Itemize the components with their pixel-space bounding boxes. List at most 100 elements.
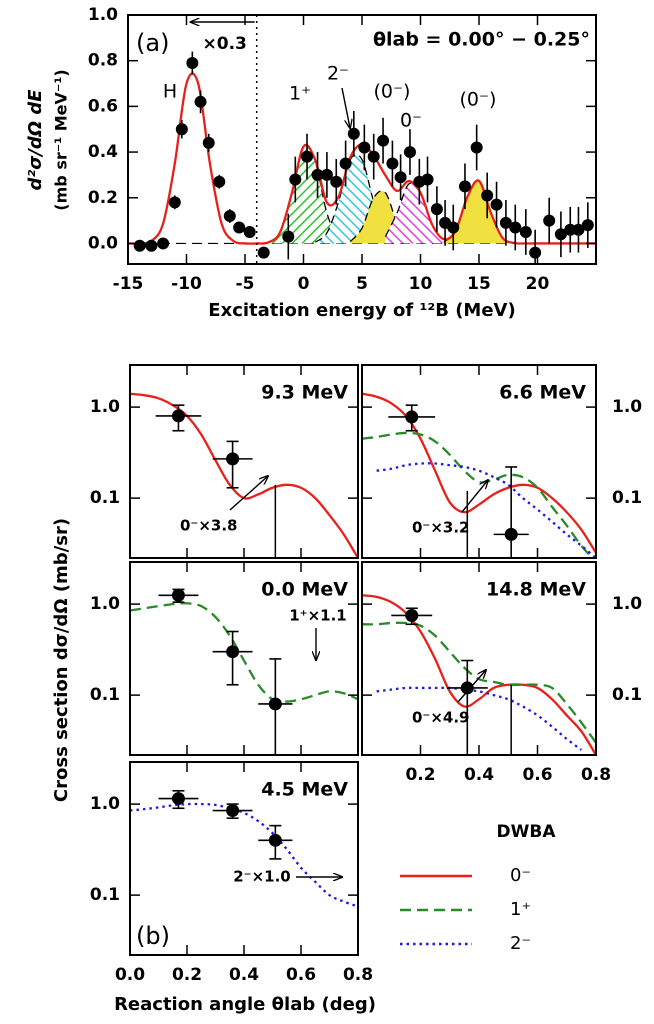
data-point [226, 804, 240, 818]
data-point [186, 56, 199, 69]
y-tick-label: 0.1 [90, 885, 120, 905]
frame [129, 561, 359, 756]
plot-area [362, 392, 596, 558]
x-tick-label: -10 [171, 274, 202, 294]
data-point [226, 645, 240, 659]
x-tick-label: -15 [113, 274, 144, 294]
curve [130, 602, 358, 703]
component-curve [384, 182, 456, 244]
data-point [133, 239, 146, 252]
x-tick-label: 0.8 [581, 765, 611, 785]
data-point [403, 146, 416, 159]
curve [362, 392, 596, 554]
peak-label: (0⁻) [460, 89, 497, 111]
data-point [226, 452, 240, 466]
data-point [490, 198, 503, 211]
curve [362, 431, 595, 558]
y-tick-label: 0.6 [88, 96, 118, 116]
data-point [358, 141, 371, 154]
data-point [233, 221, 246, 234]
panel-energy: 6.6 MeV [499, 382, 586, 404]
x-tick-label: 0.0 [115, 965, 145, 985]
data-point [347, 127, 360, 140]
y-tick-label: 1.0 [612, 594, 642, 614]
x-tick-label: -5 [236, 274, 255, 294]
chart-title: θlab = 0.00° − 0.25° [373, 29, 590, 51]
data-point [268, 697, 282, 711]
frame [129, 761, 359, 956]
x-tick-label: 0.2 [405, 765, 435, 785]
data-point [554, 228, 567, 241]
x-tick-label: 0.4 [464, 765, 494, 785]
data-point [213, 175, 226, 188]
x-axis-label: Excitation energy of ¹²B (MeV) [208, 300, 515, 321]
x-tick-label: 0.8 [343, 965, 373, 985]
peak-label: 1⁺ [289, 83, 311, 105]
y-tick-label: 0.2 [88, 188, 118, 208]
data-point [572, 223, 585, 236]
x-tick-label: 10 [409, 274, 433, 294]
legend-label: 0⁻ [510, 865, 531, 886]
curve [362, 594, 596, 755]
y-tick-label: 0.1 [612, 685, 642, 705]
data-point [470, 141, 483, 154]
y-tick-label: 0.1 [90, 488, 120, 508]
arrow [457, 670, 486, 703]
y-tick-label: 0.1 [612, 488, 642, 508]
data-point [320, 168, 333, 181]
y-tick-label: 0.8 [88, 51, 118, 71]
x-axis-label: Reaction angle θlab (deg) [114, 994, 376, 1015]
data-point [519, 226, 532, 239]
plot-area [130, 789, 358, 908]
y-tick-label: 0.4 [88, 142, 118, 162]
y-tick-label: 1.0 [90, 397, 120, 417]
data-point [202, 136, 215, 149]
data-point [168, 196, 181, 209]
data-point [421, 173, 434, 186]
arrow [461, 480, 488, 513]
peak-label: H [163, 81, 177, 103]
y-axis-label: (mb sr⁻¹ MeV⁻¹) [52, 69, 71, 210]
x-tick-label: 0.6 [286, 965, 316, 985]
data-point [529, 246, 542, 259]
x-tick-label: 0 [298, 274, 310, 294]
plot-area [362, 594, 596, 755]
x-tick-label: 0.2 [172, 965, 202, 985]
data-point [289, 173, 302, 186]
scale-annotation: 1⁺×1.1 [289, 607, 347, 625]
data-point [339, 157, 352, 170]
y-tick-label: 1.0 [612, 397, 642, 417]
arrow [229, 476, 268, 511]
peak-label: (0⁻) [374, 81, 411, 103]
data-point [430, 203, 443, 216]
y-tick-label: 1.0 [88, 5, 118, 25]
data-point [157, 237, 170, 250]
data-point [509, 221, 522, 234]
scale-annotation: 2⁻×1.0 [233, 868, 291, 886]
curve [130, 802, 358, 908]
panel-energy: 0.0 MeV [261, 579, 348, 601]
y-tick-label: 1.0 [90, 794, 120, 814]
y-tick-label: 0.1 [90, 685, 120, 705]
scale-note: ×0.3 [203, 34, 247, 54]
plot-area [130, 392, 358, 558]
data-point [171, 409, 185, 423]
peak-label: 2⁻ [327, 63, 349, 85]
data-point [223, 210, 236, 223]
plot-area [130, 588, 358, 755]
data-point [481, 189, 494, 202]
data-point [386, 157, 399, 170]
data-point [367, 150, 380, 163]
x-tick-label: 0.4 [229, 965, 259, 985]
x-tick-label: 5 [356, 274, 368, 294]
scale-annotation: 0⁻×3.2 [412, 519, 470, 537]
data-point [394, 171, 407, 184]
scale-annotation: 0⁻×3.8 [180, 517, 238, 535]
data-point [499, 216, 512, 229]
scale-annotation: 0⁻×4.9 [412, 709, 470, 727]
y-axis-label: d²σ/dΩ dE [25, 89, 46, 191]
data-point [543, 214, 556, 227]
data-point [581, 219, 594, 232]
data-point [175, 123, 188, 136]
panel-energy: 4.5 MeV [261, 779, 348, 801]
